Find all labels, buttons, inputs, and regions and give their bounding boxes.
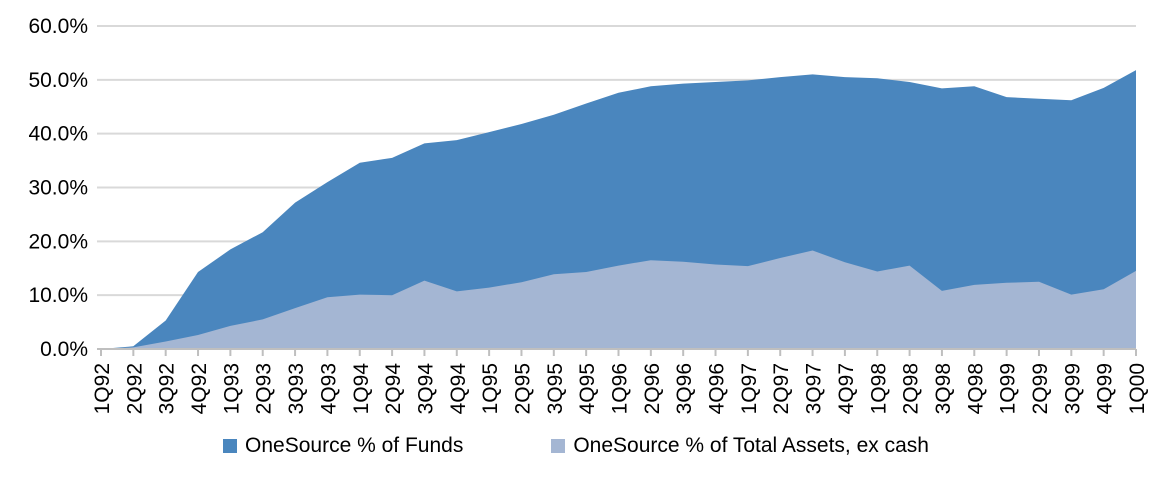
x-tick-label: 1Q99 [997,363,1020,414]
x-tick-label: 4Q97 [835,363,858,414]
x-tick-label: 3Q95 [544,363,567,414]
x-tick-label: 1Q97 [738,363,761,414]
x-tick-label: 2Q97 [770,363,793,414]
x-tick-label: 2Q92 [123,363,146,414]
y-tick-label: 20.0% [28,230,88,253]
y-tick-label: 50.0% [28,69,88,92]
legend-label-funds: OneSource % of Funds [245,434,464,457]
axis-group [97,348,1137,356]
x-axis-labels-group: 1Q92 2Q92 3Q92 4Q92 1Q93 2Q93 3Q93 4Q93 1Q94 2Q94… [91,363,1149,415]
legend-label-assets: OneSource % of Total Assets, ex cash [573,434,929,457]
legend-item-funds: OneSource % of Funds [223,434,463,458]
y-tick-label: 40.0% [28,123,88,146]
y-tick-label: 30.0% [28,177,88,200]
y-tick-label: 60.0% [28,15,88,38]
x-tick-label: 2Q98 [900,363,923,414]
x-tick-label: 4Q93 [317,363,340,414]
x-tick-label: 1Q96 [609,363,632,414]
x-tick-label: 1Q93 [220,363,243,414]
x-tick-label: 2Q99 [1029,363,1052,414]
area-series-group [101,70,1136,349]
legend-swatch-funds-icon [223,439,238,453]
x-tick-label: 4Q99 [1094,363,1117,414]
x-tick-label: 4Q94 [447,363,470,415]
area-chart-canvas: 0.0% 10.0% 20.0% 30.0% 40.0% 50.0% 60.0% 1Q92 2… [28,15,1149,415]
x-tick-label: 3Q93 [285,363,308,414]
x-tick-label: 4Q96 [706,363,729,414]
y-tick-label: 10.0% [28,284,88,307]
area-series-assets [101,250,1136,349]
x-tick-label: 3Q92 [156,363,179,414]
x-tick-label: 2Q96 [641,363,664,414]
x-tick-label: 1Q98 [867,363,890,414]
x-tick-label: 3Q98 [932,363,955,414]
x-tick-label: 3Q99 [1061,363,1084,414]
x-tick-label: 3Q97 [803,363,826,414]
x-tick-label: 3Q96 [673,363,696,414]
legend-item-assets: OneSource % of Total Assets, ex cash [551,434,929,458]
y-tick-label: 0.0% [40,338,88,361]
x-tick-label: 4Q92 [188,363,211,414]
x-tick-label: 1Q95 [479,363,502,414]
x-tick-label: 4Q98 [964,363,987,414]
chart-legend: OneSource % of Funds OneSource % of Tota… [0,434,1152,458]
x-tick-label: 4Q95 [576,363,599,414]
x-tick-label: 2Q94 [382,363,405,415]
x-tick-label: 1Q92 [91,363,114,414]
x-tick-label: 3Q94 [414,363,437,415]
x-tick-label: 1Q00 [1126,363,1149,414]
y-axis-labels-group: 0.0% 10.0% 20.0% 30.0% 40.0% 50.0% 60.0% [28,15,88,361]
legend-swatch-assets-icon [551,439,566,453]
x-tick-label: 1Q94 [350,363,373,415]
x-tick-label: 2Q95 [511,363,534,414]
x-tick-label: 2Q93 [253,363,276,414]
